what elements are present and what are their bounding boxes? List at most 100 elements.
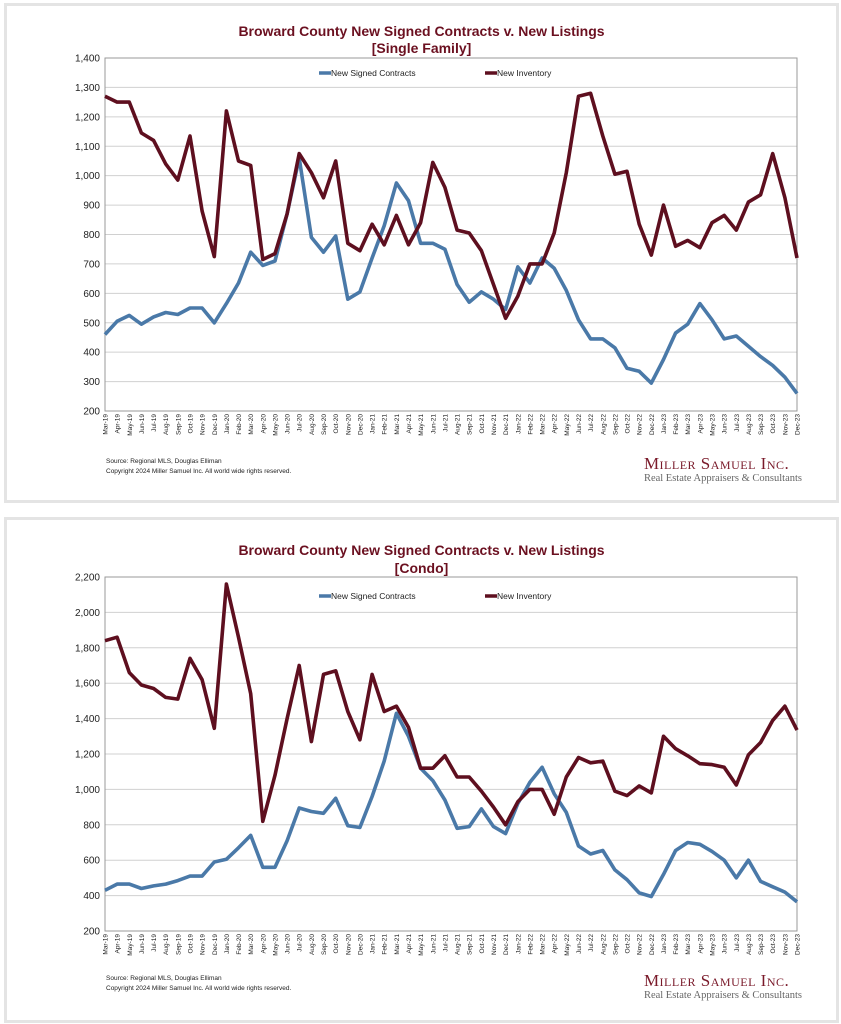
x-tick-label: May-19 — [127, 414, 134, 436]
x-tick-label: Jan-22 — [515, 934, 522, 954]
x-tick-label: Apr-23 — [697, 414, 704, 434]
x-tick-label: Jan-20 — [224, 934, 231, 954]
x-tick-label: Jul-20 — [297, 414, 304, 432]
y-tick-label: 400 — [83, 891, 100, 902]
x-tick-label: Jan-21 — [370, 414, 377, 434]
x-tick-label: Jun-21 — [430, 414, 437, 434]
x-tick-label: Dec-21 — [503, 414, 510, 435]
chart-title: Broward County New Signed Contracts v. N… — [238, 23, 605, 39]
x-tick-label: Mar-22 — [540, 934, 547, 955]
y-tick-label: 1,800 — [75, 643, 100, 654]
x-tick-label: Sep-19 — [175, 414, 182, 435]
logo-tagline: Real Estate Appraisers & Consultants — [643, 473, 802, 484]
x-tick-label: Dec-23 — [795, 934, 802, 955]
series-line-inventory — [104, 582, 799, 827]
x-tick-label: Feb-23 — [673, 934, 680, 955]
x-tick-label: Nov-19 — [200, 934, 207, 955]
series-line-inventory — [104, 91, 799, 321]
x-tick-label: May-22 — [564, 414, 571, 436]
miller-samuel-logo: Miller Samuel Inc. Real Estate Appraiser… — [644, 971, 802, 1002]
x-tick-label: Nov-23 — [782, 934, 789, 955]
x-tick-label: May-20 — [272, 934, 279, 956]
y-tick-label: 1,100 — [75, 142, 100, 153]
x-tick-label: Nov-23 — [782, 414, 789, 435]
y-tick-label: 2,000 — [75, 608, 100, 619]
y-tick-label: 200 — [83, 407, 100, 418]
x-tick-label: Nov-20 — [345, 934, 352, 955]
x-tick-label: Nov-21 — [491, 934, 498, 955]
x-tick-label: Aug-22 — [600, 934, 607, 955]
y-tick-label: 1,000 — [75, 171, 100, 182]
x-tick-label: Nov-19 — [200, 414, 207, 435]
x-tick-label: Mar-22 — [540, 414, 547, 435]
x-tick-label: Sep-21 — [467, 934, 474, 955]
x-tick-label: Aug-20 — [309, 934, 316, 955]
x-tick-label: Feb-21 — [382, 934, 389, 955]
x-tick-label: Mar-21 — [394, 414, 401, 435]
x-tick-label: Aug-20 — [309, 414, 316, 435]
legend-label-contracts: New Signed Contracts — [331, 591, 416, 601]
x-tick-label: Apr-21 — [406, 934, 413, 954]
x-tick-label: Dec-21 — [503, 934, 510, 955]
x-tick-label: Jul-19 — [151, 414, 158, 432]
x-tick-label: Feb-21 — [382, 414, 389, 435]
x-tick-label: Jun-23 — [722, 934, 729, 954]
x-tick-label: May-20 — [272, 414, 279, 436]
x-tick-label: Apr-23 — [697, 934, 704, 954]
x-tick-label: Oct-23 — [770, 414, 777, 434]
source-note: Source: Regional MLS, Douglas Elliman — [106, 975, 222, 982]
x-tick-label: Aug-22 — [600, 414, 607, 435]
x-tick-label: Feb-20 — [236, 934, 243, 955]
y-tick-label: 600 — [83, 289, 100, 300]
y-tick-label: 1,200 — [75, 112, 100, 123]
x-tick-label: Nov-22 — [637, 934, 644, 955]
x-tick-label: Nov-21 — [491, 414, 498, 435]
y-tick-label: 700 — [83, 259, 100, 270]
x-tick-label: Aug-23 — [746, 934, 753, 955]
logo-name: Miller Samuel Inc. — [643, 971, 790, 990]
x-tick-label: Mar-21 — [394, 934, 401, 955]
x-tick-label: Sep-22 — [612, 414, 619, 435]
x-tick-label: Aug-21 — [455, 414, 462, 435]
x-tick-label: Apr-22 — [552, 414, 559, 434]
x-tick-label: Aug-19 — [163, 414, 170, 435]
x-tick-label: Jun-22 — [576, 414, 583, 434]
x-tick-label: Dec-20 — [357, 934, 364, 955]
x-tick-label: Feb-22 — [527, 414, 534, 435]
x-tick-label: Jun-23 — [722, 414, 729, 434]
y-tick-label: 300 — [83, 377, 100, 388]
x-tick-label: Sep-20 — [321, 414, 328, 435]
chart-title: Broward County New Signed Contracts v. N… — [238, 542, 605, 558]
miller-samuel-logo: Miller Samuel Inc. Real Estate Appraiser… — [644, 454, 802, 485]
x-tick-label: Jan-20 — [224, 414, 231, 434]
x-tick-label: Apr-19 — [115, 414, 122, 434]
source-note: Source: Regional MLS, Douglas Elliman — [106, 458, 222, 465]
x-tick-label: Aug-23 — [746, 414, 753, 435]
x-tick-label: May-23 — [710, 934, 717, 956]
legend-label-contracts: New Signed Contracts — [331, 68, 416, 78]
x-tick-label: Oct-20 — [333, 414, 340, 434]
chart-single-family: 200 300 400 500 600 700 800 900 1,000 1,100 1,200 1… — [75, 54, 802, 436]
x-tick-label: Apr-21 — [406, 414, 413, 434]
plot-area — [104, 57, 798, 412]
x-tick-label: Jun-20 — [285, 934, 292, 954]
x-tick-label: Dec-22 — [649, 414, 656, 435]
x-tick-label: May-19 — [127, 934, 134, 956]
x-tick-label: Mar-20 — [248, 934, 255, 955]
x-tick-label: Oct-20 — [333, 934, 340, 954]
x-tick-label: May-22 — [564, 934, 571, 956]
chart-panel-condo: 200 400 600 800 1,000 1,200 1,400 1,600 1,800 2,0… — [4, 517, 839, 1023]
x-tick-label: Dec-19 — [212, 414, 219, 435]
y-tick-label: 1,400 — [75, 714, 100, 725]
x-tick-label: Mar-23 — [685, 934, 692, 955]
x-tick-label: Jul-22 — [588, 934, 595, 952]
chart-panel-single-family: 200 300 400 500 600 700 800 900 1,000 1,100 1,200 1… — [4, 3, 839, 503]
x-tick-label: Jan-21 — [370, 934, 377, 954]
x-tick-label: Oct-22 — [625, 414, 632, 434]
x-tick-label: Dec-23 — [795, 414, 802, 435]
x-tick-label: May-23 — [710, 414, 717, 436]
x-tick-label: Apr-22 — [552, 934, 559, 954]
chart-subtitle: [Single Family] — [371, 40, 472, 56]
x-tick-label: Feb-22 — [527, 934, 534, 955]
x-tick-label: Dec-22 — [649, 934, 656, 955]
